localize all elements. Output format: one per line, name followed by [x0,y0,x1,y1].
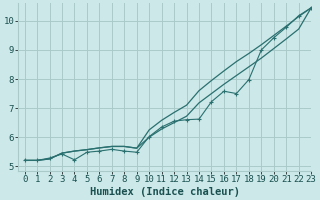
X-axis label: Humidex (Indice chaleur): Humidex (Indice chaleur) [90,186,240,197]
